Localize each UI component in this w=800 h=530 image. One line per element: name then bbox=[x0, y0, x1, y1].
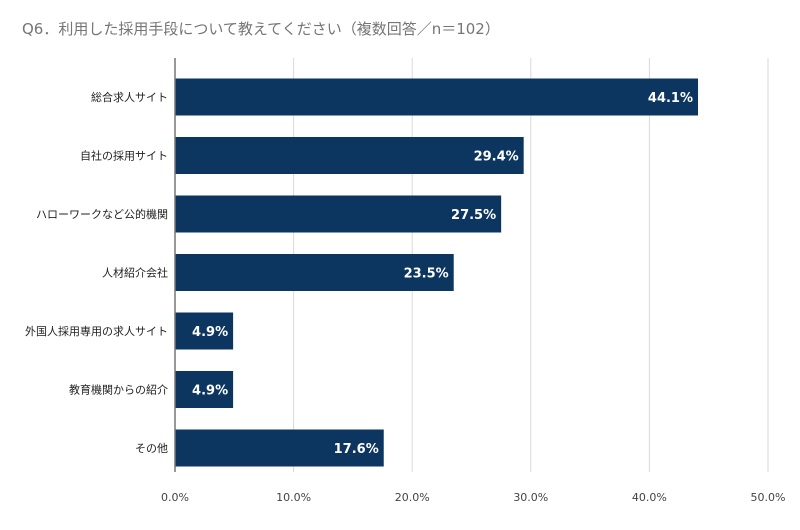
x-tick-label: 50.0% bbox=[751, 491, 786, 504]
data-label: 23.5% bbox=[404, 267, 449, 282]
data-label: 27.5% bbox=[451, 208, 496, 223]
x-tick-label: 20.0% bbox=[395, 491, 430, 504]
bar bbox=[175, 137, 524, 174]
category-label: 総合求人サイト bbox=[91, 90, 168, 104]
category-label: 自社の採用サイト bbox=[80, 149, 168, 163]
data-label: 4.9% bbox=[192, 325, 228, 340]
x-tick-label: 10.0% bbox=[276, 491, 311, 504]
data-label: 4.9% bbox=[192, 384, 228, 399]
bar bbox=[175, 371, 234, 408]
chart-title: Q6．利用した採用手段について教えてください（複数回答／n＝102） bbox=[22, 20, 500, 38]
x-tick-label: 30.0% bbox=[513, 491, 548, 504]
bar bbox=[175, 429, 384, 467]
data-label: 17.6% bbox=[334, 442, 379, 457]
category-label: ハローワークなど公的機関 bbox=[36, 207, 168, 221]
data-label: 29.4% bbox=[474, 150, 519, 165]
category-label: その他 bbox=[135, 442, 168, 455]
x-tick-label: 40.0% bbox=[632, 491, 667, 504]
bar bbox=[175, 312, 234, 350]
data-label: 44.1% bbox=[648, 91, 693, 106]
bar bbox=[175, 254, 454, 291]
category-label: 教育機関からの紹介 bbox=[69, 383, 168, 397]
bar bbox=[175, 78, 699, 116]
x-tick-label: 0.0% bbox=[161, 491, 189, 504]
bar bbox=[175, 195, 502, 233]
category-label: 人材紹介会社 bbox=[102, 266, 168, 280]
category-label: 外国人採用専用の求人サイト bbox=[25, 324, 168, 338]
